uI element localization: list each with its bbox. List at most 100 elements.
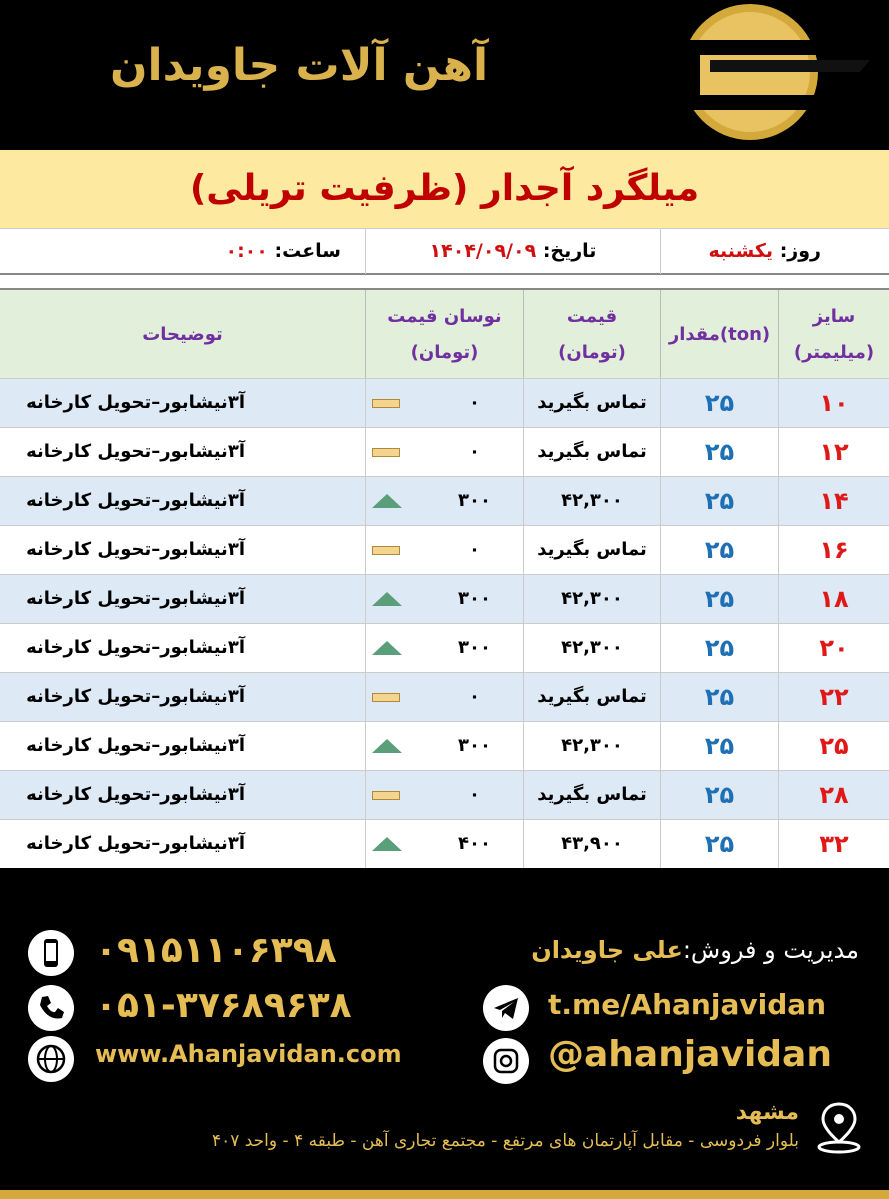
mobile: ۰۹۱۵۱۱۰۶۳۹۸ — [95, 930, 337, 971]
description-cell: آ۳نیشابور–تحویل کارخانه — [0, 673, 365, 721]
trend-icon — [372, 399, 400, 408]
city: مشهد — [735, 1100, 799, 1125]
change: ۳۰۰ — [458, 490, 491, 511]
change: ۳۰۰ — [458, 637, 491, 658]
size: ۲۵ — [819, 732, 849, 760]
price: تماس بگیرید — [537, 441, 647, 462]
description: آ۳نیشابور–تحویل کارخانه — [26, 784, 245, 805]
description-cell: آ۳نیشابور–تحویل کارخانه — [0, 624, 365, 672]
web-icon — [28, 1036, 74, 1082]
table-row: ۱۶ ۲۵ تماس بگیرید ۰ آ۳نیشابور–تحویل کارخانه — [0, 525, 889, 574]
table-row: ۲۰ ۲۵ ۴۲,۳۰۰ ۳۰۰ آ۳نیشابور–تحویل کارخانه — [0, 623, 889, 672]
size: ۱۸ — [819, 585, 849, 613]
change-cell: ۳۰۰ — [365, 575, 523, 623]
address: بلوار فردوسی - مقابل آپارتمان های مرتفع … — [211, 1131, 799, 1151]
time: ۰:۰۰ — [225, 240, 268, 262]
change: ۴۰۰ — [458, 833, 491, 854]
price-cell: تماس بگیرید — [523, 428, 660, 476]
quantity: ۲۵ — [704, 781, 735, 809]
size-cell: ۱۶ — [778, 526, 889, 574]
change: ۰ — [469, 441, 480, 462]
description: آ۳نیشابور–تحویل کارخانه — [26, 686, 245, 707]
quantity: ۲۵ — [704, 732, 735, 760]
size-cell: ۲۲ — [778, 673, 889, 721]
quantity: ۲۵ — [704, 683, 735, 711]
description: آ۳نیشابور–تحویل کارخانه — [26, 441, 245, 462]
day-cell: روز: یکشنبه — [660, 229, 889, 274]
price-cell: ۴۳,۹۰۰ — [523, 820, 660, 868]
description: آ۳نیشابور–تحویل کارخانه — [26, 490, 245, 511]
info-row: روز: یکشنبه تاریخ: ۱۴۰۴/۰۹/۰۹ ساعت: ۰:۰۰ — [0, 228, 889, 275]
quantity-cell: ۲۵ — [660, 575, 778, 623]
quantity-cell: ۲۵ — [660, 477, 778, 525]
price: تماس بگیرید — [537, 784, 647, 805]
description-cell: آ۳نیشابور–تحویل کارخانه — [0, 575, 365, 623]
phone-icon — [28, 985, 74, 1031]
change: ۰ — [469, 392, 480, 413]
quantity: ۲۵ — [704, 830, 735, 858]
price: ۴۲,۳۰۰ — [561, 735, 623, 756]
table-row: ۳۲ ۲۵ ۴۳,۹۰۰ ۴۰۰ آ۳نیشابور–تحویل کارخانه — [0, 819, 889, 868]
footer: ۰۹۱۵۱۱۰۶۳۹۸ ۰۵۱-۳۷۶۸۹۶۳۸ www.Ahanjavidan… — [0, 868, 889, 1190]
table-row: ۲۲ ۲۵ تماس بگیرید ۰ آ۳نیشابور–تحویل کارخانه — [0, 672, 889, 721]
quantity: ۲۵ — [704, 536, 735, 564]
table-header: سایز (میلیمتر) مقدار(ton) قیمت (تومان) نوسان … — [0, 288, 889, 380]
size-cell: ۳۲ — [778, 820, 889, 868]
trend-icon — [372, 546, 400, 555]
price: تماس بگیرید — [537, 539, 647, 560]
table-row: ۱۸ ۲۵ ۴۲,۳۰۰ ۳۰۰ آ۳نیشابور–تحویل کارخانه — [0, 574, 889, 623]
description: آ۳نیشابور–تحویل کارخانه — [26, 539, 245, 560]
quantity-cell: ۲۵ — [660, 771, 778, 819]
size: ۲۸ — [819, 781, 849, 809]
trend-icon — [372, 837, 402, 851]
description: آ۳نیشابور–تحویل کارخانه — [26, 637, 245, 658]
change: ۳۰۰ — [458, 588, 491, 609]
change: ۰ — [469, 539, 480, 560]
table-row: ۱۰ ۲۵ تماس بگیرید ۰ آ۳نیشابور–تحویل کارخانه — [0, 378, 889, 427]
description-cell: آ۳نیشابور–تحویل کارخانه — [0, 477, 365, 525]
quantity: ۲۵ — [704, 634, 735, 662]
size: ۳۲ — [819, 830, 849, 858]
manager-label: مدیریت و فروش: — [682, 936, 859, 964]
price-cell: ۴۲,۳۰۰ — [523, 477, 660, 525]
day-label: روز: — [779, 240, 821, 262]
size-cell: ۲۸ — [778, 771, 889, 819]
date-label: تاریخ: — [542, 240, 597, 262]
size-cell: ۱۸ — [778, 575, 889, 623]
table-row: ۱۴ ۲۵ ۴۲,۳۰۰ ۳۰۰ آ۳نیشابور–تحویل کارخانه — [0, 476, 889, 525]
change: ۰ — [469, 784, 480, 805]
column-header: نوسان قیمت (تومان) — [365, 290, 523, 380]
change-cell: ۰ — [365, 428, 523, 476]
location-icon — [817, 1102, 861, 1154]
quantity-cell: ۲۵ — [660, 820, 778, 868]
change-cell: ۰ — [365, 526, 523, 574]
day: یکشنبه — [708, 240, 774, 262]
manager: علی جاویدان — [531, 936, 683, 964]
column-name: نوسان قیمت — [387, 306, 502, 327]
quantity-cell: ۲۵ — [660, 673, 778, 721]
size-cell: ۱۴ — [778, 477, 889, 525]
description: آ۳نیشابور–تحویل کارخانه — [26, 735, 245, 756]
brand: آهن آلات جاویدان — [110, 40, 489, 91]
change-cell: ۰ — [365, 673, 523, 721]
price-cell: تماس بگیرید — [523, 771, 660, 819]
size-cell: ۱۲ — [778, 428, 889, 476]
table-row: ۱۲ ۲۵ تماس بگیرید ۰ آ۳نیشابور–تحویل کارخانه — [0, 427, 889, 476]
description-cell: آ۳نیشابور–تحویل کارخانه — [0, 428, 365, 476]
column-unit: (تومان) — [558, 342, 626, 363]
size: ۱۲ — [819, 438, 849, 466]
change-cell: ۳۰۰ — [365, 477, 523, 525]
price-cell: تماس بگیرید — [523, 379, 660, 427]
price: تماس بگیرید — [537, 686, 647, 707]
manager-line: مدیریت و فروش:علی جاویدان — [531, 936, 859, 964]
change: ۳۰۰ — [458, 735, 491, 756]
quantity-cell: ۲۵ — [660, 722, 778, 770]
change-cell: ۳۰۰ — [365, 722, 523, 770]
time-cell: ساعت: ۰:۰۰ — [0, 229, 365, 274]
price-cell: ۴۲,۳۰۰ — [523, 575, 660, 623]
quantity-cell: ۲۵ — [660, 379, 778, 427]
trend-icon — [372, 739, 402, 753]
column-header: سایز (میلیمتر) — [778, 290, 889, 380]
mobile-icon — [28, 930, 74, 976]
